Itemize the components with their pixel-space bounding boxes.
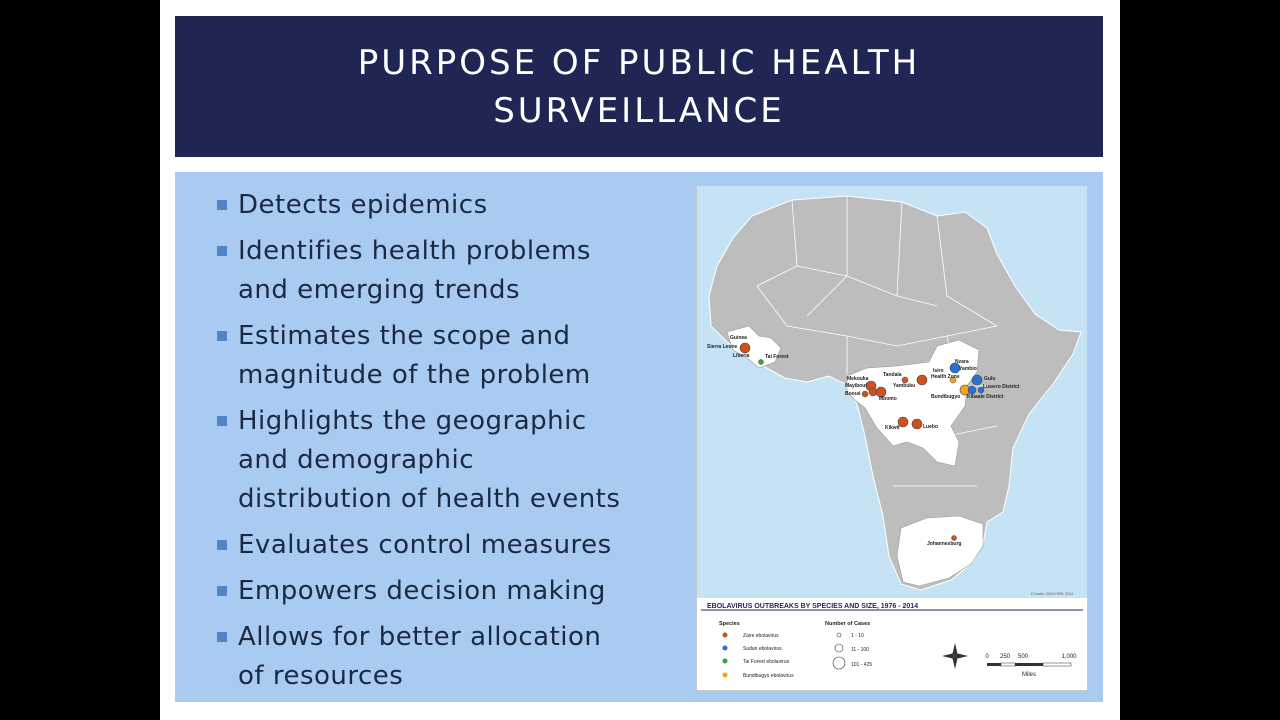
legend-cases-header: Number of Cases: [825, 621, 870, 627]
scale-bar: [987, 662, 1072, 667]
west-africa-highlight: [726, 325, 782, 369]
outbreak-marker: [951, 535, 957, 541]
scale-label: 0: [985, 654, 989, 660]
place-label: Luwero District: [983, 384, 1020, 390]
legend-size-label: 1 - 10: [851, 633, 864, 639]
compass-icon: [942, 643, 968, 669]
place-label: Kibaale District: [967, 394, 1004, 400]
place-label: Mbomo: [879, 396, 897, 402]
outbreak-marker: [971, 374, 983, 386]
place-label: Health Zone: [931, 374, 960, 380]
legend-species-header: Species: [719, 621, 740, 627]
place-label: Nzara: [955, 359, 969, 365]
bullet-text: Estimates the scope and magnitude of the …: [238, 321, 591, 390]
content-panel: Detects epidemics Identifies health prob…: [175, 172, 1103, 702]
outbreak-marker: [977, 386, 985, 394]
place-label: Mekouka: [847, 376, 869, 382]
bullet-square-icon: [217, 200, 227, 210]
slide-title-line-2: SURVEILLANCE: [493, 90, 785, 131]
slide-title-line-1: PURPOSE OF PUBLIC HEALTH: [357, 42, 921, 83]
scale-label: 1,000: [1061, 654, 1077, 660]
bullet-square-icon: [217, 540, 227, 550]
bullet-square-icon: [217, 586, 227, 596]
ebola-outbreak-map: Guinea Sierra Leone Liberia Tai Forest Y…: [696, 185, 1088, 691]
legend-size-label: 101 - 425: [851, 662, 872, 668]
title-bar: PURPOSE OF PUBLIC HEALTH SURVEILLANCE: [175, 16, 1103, 157]
place-label: Gulu: [984, 376, 995, 382]
central-africa-highlight: [846, 339, 980, 467]
legend-species-label: Sudan ebolavirus: [743, 646, 782, 652]
bullet-square-icon: [217, 632, 227, 642]
legend-species-label: Tai Forest ebolavirus: [743, 659, 790, 665]
outbreak-marker: [739, 342, 751, 354]
place-label: Booué: [845, 391, 861, 397]
place-label: Liberia: [733, 353, 750, 359]
legend-size-large-icon: [832, 656, 846, 670]
outbreak-marker: [911, 418, 923, 430]
place-label: Kikwit: [885, 425, 900, 431]
outbreak-marker: [916, 374, 928, 386]
south-africa-highlight: [896, 515, 984, 587]
place-label: Tai Forest: [765, 354, 789, 360]
bullet-item: Evaluates control measures: [215, 526, 685, 565]
bullet-item: Estimates the scope and magnitude of the …: [215, 317, 685, 395]
legend-species-label: Bundibugyo ebolavirus: [743, 673, 794, 679]
place-label: Guinea: [730, 335, 747, 341]
outbreak-marker: [897, 416, 909, 428]
legend-size-label: 11 - 100: [851, 647, 869, 653]
place-label: Sierra Leone: [707, 344, 738, 350]
place-label: Bundibugyo: [931, 394, 960, 400]
map-title: EBOLAVIRUS OUTBREAKS BY SPECIES AND SIZE…: [707, 603, 918, 610]
outbreak-marker: [949, 376, 957, 384]
outbreak-marker: [875, 386, 887, 398]
scale-label: 250: [1000, 654, 1011, 660]
scale-unit: Miles: [1022, 672, 1036, 678]
legend-panel: [697, 598, 1087, 690]
outbreak-marker: [967, 385, 977, 395]
outbreak-marker: [949, 362, 961, 374]
map-svg: Guinea Sierra Leone Liberia Tai Forest Y…: [697, 186, 1087, 690]
bullet-text: Highlights the geographic and demographic…: [238, 406, 621, 514]
legend-tai-forest-icon: [722, 658, 728, 664]
map-credit: E.Drake, CDC/VSPB, 2014: [1031, 592, 1073, 596]
bullet-item: Highlights the geographic and demographic…: [215, 402, 685, 519]
legend-size-medium-icon: [834, 643, 844, 653]
bullet-item: Identifies health problems and emerging t…: [215, 232, 685, 310]
outbreak-marker: [901, 376, 909, 384]
legend-bundibugyo-icon: [722, 672, 728, 678]
bullet-text: Allows for better allocation of resources: [238, 622, 602, 691]
bullet-item: Detects epidemics: [215, 186, 685, 225]
scale-label: 500: [1018, 654, 1029, 660]
bullet-square-icon: [217, 331, 227, 341]
legend-sudan-icon: [722, 645, 728, 651]
place-label: Tandala: [883, 372, 902, 378]
outbreak-marker: [758, 359, 764, 365]
place-label: Isiro: [933, 368, 944, 374]
place-label: Yambio: [959, 366, 977, 372]
bullet-square-icon: [217, 416, 227, 426]
bullet-text: Empowers decision making: [238, 576, 606, 606]
bullet-item: Allows for better allocation of resources: [215, 618, 685, 696]
outbreak-marker: [861, 390, 869, 398]
place-label: Mayibout: [845, 383, 867, 389]
legend-species-label: Zaire ebolavirus: [743, 633, 779, 639]
bullet-square-icon: [217, 246, 227, 256]
place-label: Johannesburg: [927, 541, 961, 547]
bullet-text: Evaluates control measures: [238, 530, 612, 560]
bullet-item: Empowers decision making: [215, 572, 685, 611]
legend-size-small-icon: [836, 632, 842, 638]
place-label: Yambuku: [893, 383, 915, 389]
legend-zaire-icon: [722, 632, 728, 638]
place-label: Luebo: [923, 424, 938, 430]
slide: PURPOSE OF PUBLIC HEALTH SURVEILLANCE De…: [160, 0, 1120, 720]
bullet-text: Detects epidemics: [238, 190, 488, 220]
bullet-list: Detects epidemics Identifies health prob…: [215, 186, 685, 703]
bullet-text: Identifies health problems and emerging t…: [238, 236, 591, 305]
